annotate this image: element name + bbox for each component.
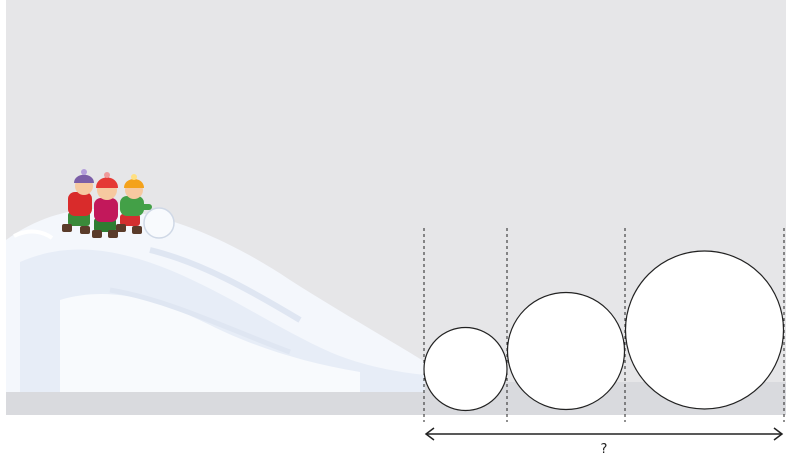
children-group — [62, 169, 175, 239]
child-1-illustration — [62, 169, 94, 234]
guide-lines — [423, 228, 785, 422]
snowball-large — [624, 250, 785, 410]
snowball-sequence — [423, 250, 785, 412]
child-2-illustration — [92, 172, 118, 238]
pushed-snowball — [143, 207, 175, 239]
measure-arrow — [424, 427, 784, 441]
measure-label: ? — [601, 442, 608, 457]
snowball-small — [423, 326, 508, 412]
snow-hill — [6, 208, 425, 392]
child-3-illustration — [116, 174, 152, 234]
snowball-medium — [506, 291, 626, 411]
